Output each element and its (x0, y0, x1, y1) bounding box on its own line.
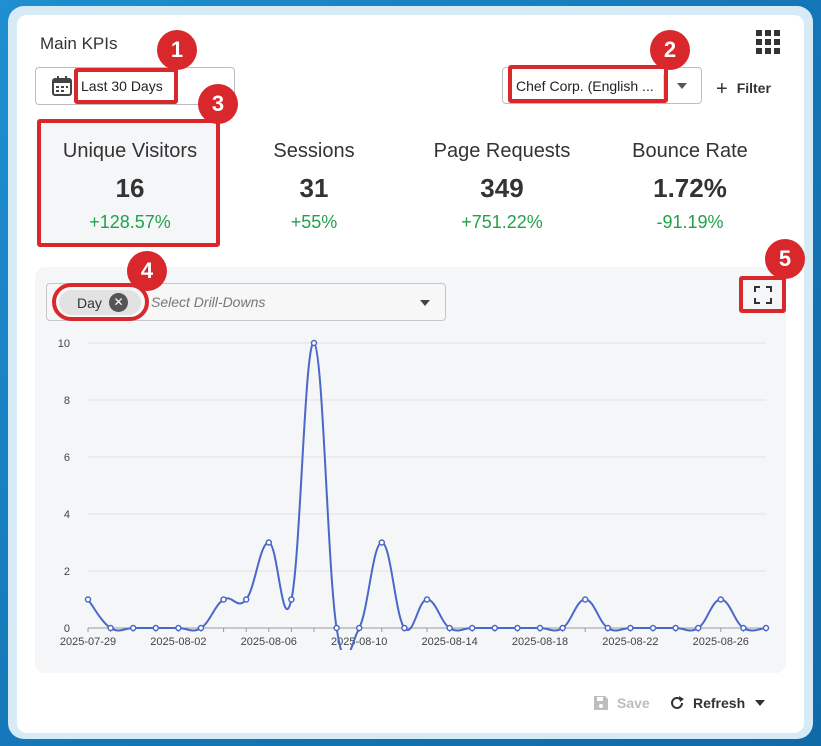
y-tick-label: 6 (64, 452, 70, 464)
refresh-button[interactable]: Refresh (669, 692, 766, 711)
annotation-badge-3: 3 (198, 84, 238, 124)
data-point (107, 624, 114, 632)
chevron-down-icon[interactable] (755, 700, 766, 706)
annotation-badge-1: 1 (157, 30, 197, 70)
data-point (378, 539, 386, 546)
drilldown-placeholder: Select Drill-Downs (151, 294, 266, 310)
data-point (762, 624, 770, 632)
fullscreen-icon[interactable] (754, 286, 772, 304)
kpi-value: 16 (115, 173, 145, 203)
select-divider (663, 74, 664, 98)
site-select[interactable]: Chef Corp. (English ... (502, 67, 702, 104)
data-point (649, 624, 657, 632)
filter-label: Filter (736, 80, 771, 96)
data-point (401, 624, 408, 632)
data-point (740, 624, 747, 632)
data-point (310, 339, 318, 347)
apps-grid-icon[interactable] (756, 30, 780, 54)
y-tick-label: 10 (58, 338, 70, 350)
kpi-value: 31 (299, 173, 329, 203)
data-point (491, 624, 499, 632)
chevron-down-icon[interactable] (420, 300, 430, 306)
kpi-name: Page Requests (433, 140, 571, 162)
data-point (694, 624, 702, 632)
drilldown-chip-day[interactable]: Day ✕ (59, 290, 141, 315)
save-button[interactable]: Save (593, 692, 650, 711)
data-point (152, 624, 160, 632)
kpi-change: +751.22% (461, 212, 543, 232)
x-tick-label: 2025-08-10 (331, 636, 387, 648)
x-tick-label: 2025-08-22 (602, 636, 658, 648)
x-tick-label: 2025-08-06 (241, 636, 297, 648)
chart-panel (35, 267, 786, 673)
refresh-label: Refresh (693, 695, 746, 711)
data-point (242, 596, 250, 603)
data-point (333, 624, 340, 632)
page-title: Main KPIs (40, 34, 118, 53)
y-tick-label: 2 (64, 566, 70, 578)
kpi-value: 1.72% (653, 173, 727, 203)
data-point (355, 624, 363, 632)
data-point (717, 596, 725, 603)
visitors-line-chart: 0 2 4 6 8 10 2025-07-29 2025-08-02 2025-08-06 202… (58, 338, 770, 650)
data-point (468, 624, 476, 632)
kpi-name: Sessions (273, 140, 355, 162)
chevron-down-icon[interactable] (677, 83, 687, 89)
y-tick-label: 8 (64, 395, 70, 407)
drilldown-select[interactable]: Day ✕ Select Drill-Downs (46, 283, 446, 321)
annotation-badge-2: 2 (650, 30, 690, 70)
data-point (559, 624, 566, 632)
kpi-change: +55% (290, 212, 338, 232)
y-tick-label: 0 (64, 623, 70, 635)
data-point (423, 596, 431, 603)
data-point (265, 539, 273, 546)
data-point (604, 624, 612, 632)
annotation-badge-5: 5 (765, 239, 805, 279)
data-point (514, 624, 521, 632)
x-tick-label: 2025-08-14 (421, 636, 477, 648)
data-point (536, 624, 544, 632)
plus-icon: + (716, 78, 728, 100)
close-icon[interactable]: ✕ (109, 293, 128, 312)
data-point (446, 624, 453, 632)
series-line (87, 341, 767, 650)
date-range-label: Last 30 Days (81, 78, 163, 94)
kpi-sessions[interactable]: Sessions 31 +55% (224, 140, 404, 233)
x-tick-label: 2025-08-02 (150, 636, 206, 648)
calendar-icon (52, 76, 72, 96)
data-point (672, 624, 679, 632)
kpi-page-requests[interactable]: Page Requests 349 +751.22% (412, 140, 592, 233)
kpi-bounce-rate[interactable]: Bounce Rate 1.72% -91.19% (600, 140, 780, 233)
annotation-badge-4: 4 (127, 251, 167, 291)
site-select-value: Chef Corp. (English ... (516, 78, 654, 94)
data-point (288, 596, 295, 603)
kpi-change: -91.19% (656, 212, 724, 232)
kpi-name: Unique Visitors (62, 140, 198, 162)
data-point (581, 596, 589, 603)
data-point (197, 624, 205, 632)
filter-button[interactable]: + Filter (716, 76, 771, 100)
refresh-icon (671, 696, 684, 709)
x-tick-label: 2025-08-18 (512, 636, 568, 648)
x-tick-label: 2025-07-29 (60, 636, 116, 648)
x-tick-label: 2025-08-26 (693, 636, 749, 648)
y-tick-label: 4 (64, 509, 70, 521)
kpi-change: +128.57% (89, 212, 171, 232)
data-point (627, 624, 634, 632)
data-point (220, 596, 227, 603)
save-icon (594, 696, 608, 710)
data-point (175, 624, 182, 632)
kpi-unique-visitors[interactable]: Unique Visitors 16 +128.57% (40, 121, 220, 245)
data-point (129, 624, 137, 632)
data-point (84, 596, 92, 603)
kpi-name: Bounce Rate (632, 140, 748, 162)
chip-label: Day (77, 295, 102, 311)
kpi-value: 349 (480, 173, 524, 203)
save-label: Save (617, 695, 650, 711)
